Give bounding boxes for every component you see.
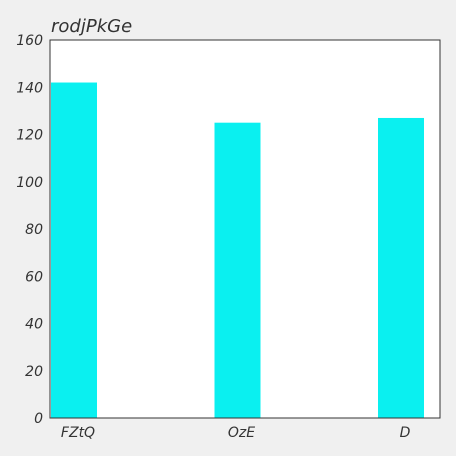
y-tick-label: 60 — [25, 269, 43, 285]
x-axis: FZtQ OzE D — [61, 425, 411, 441]
y-tick-label: 20 — [25, 364, 43, 380]
y-tick-label: 160 — [16, 33, 43, 49]
y-tick-label: 40 — [25, 317, 43, 333]
chart-title: rodjPkGe — [51, 16, 132, 37]
x-tick-label: FZtQ — [61, 425, 95, 441]
x-tick-label: OzE — [228, 425, 255, 441]
bar-D — [378, 117, 424, 419]
y-tick-label: 120 — [16, 128, 43, 144]
plot-frame — [49, 39, 441, 419]
x-tick-label: D — [400, 425, 411, 441]
y-tick-label: 80 — [25, 222, 43, 238]
bar-OzE — [214, 122, 261, 418]
y-tick-label: 100 — [16, 175, 43, 191]
y-tick-label: 0 — [34, 411, 43, 427]
bars — [51, 82, 424, 419]
y-tick-label: 140 — [16, 80, 43, 96]
bar-FZtQ — [51, 82, 97, 419]
y-axis: 0 20 40 60 80 100 120 140 160 — [16, 33, 43, 427]
